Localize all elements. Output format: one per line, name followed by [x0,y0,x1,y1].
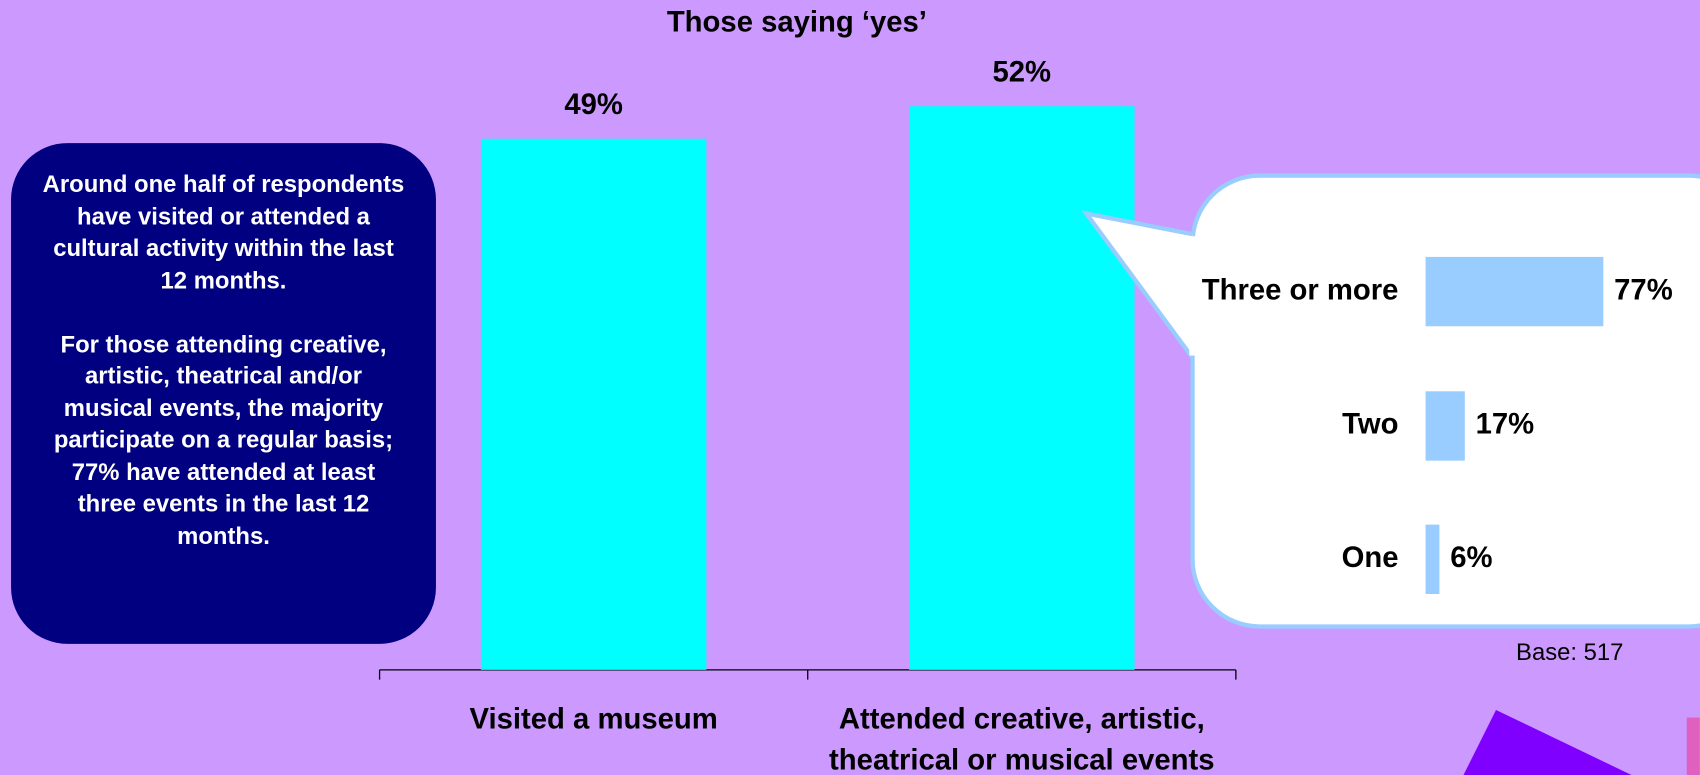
chart-title: Those saying ‘yes’ [667,7,927,39]
y-tick-label: One [1342,542,1399,574]
bubble-pointer [1081,210,1195,359]
bar [1425,524,1440,594]
paragraph: Around one half of respondents have visi… [42,170,405,294]
bubble-seam [1189,236,1198,356]
value-label: 77% [1614,274,1673,306]
x-tick-label: Visited a museum [469,702,718,735]
y-tick-label: Two [1342,409,1398,441]
bar [1425,256,1604,327]
value-label: 17% [1476,409,1535,441]
bubble-chart: Three or more 77% Two 17% One 6% [1202,256,1673,594]
bar [909,106,1135,670]
text-box [11,143,436,644]
paragraph: For those attending creative, artistic, … [53,330,394,550]
decor-stripe [1686,717,1700,775]
value-label: 52% [993,56,1052,88]
bar [480,138,707,670]
decor-triangle [1463,709,1632,775]
y-tick-label: Three or more [1202,274,1399,306]
text-box-text: Around one half of respondents have visi… [41,168,405,552]
base-note: Base: 517 [1516,639,1623,666]
bar [1425,391,1465,461]
x-tick-label-box: Visited a museum [469,702,718,735]
x-tick-label-box: Attended creative, artistic, theatrical … [829,702,1215,775]
x-tick-label: Attended creative, artistic, theatrical … [829,702,1215,775]
main-chart: 49% Visited a museum 52% Attended creative,… [378,56,1237,775]
text-box-content: Around one half of respondents have visi… [41,168,405,552]
value-label: 6% [1450,542,1492,574]
value-label: 49% [564,89,623,121]
